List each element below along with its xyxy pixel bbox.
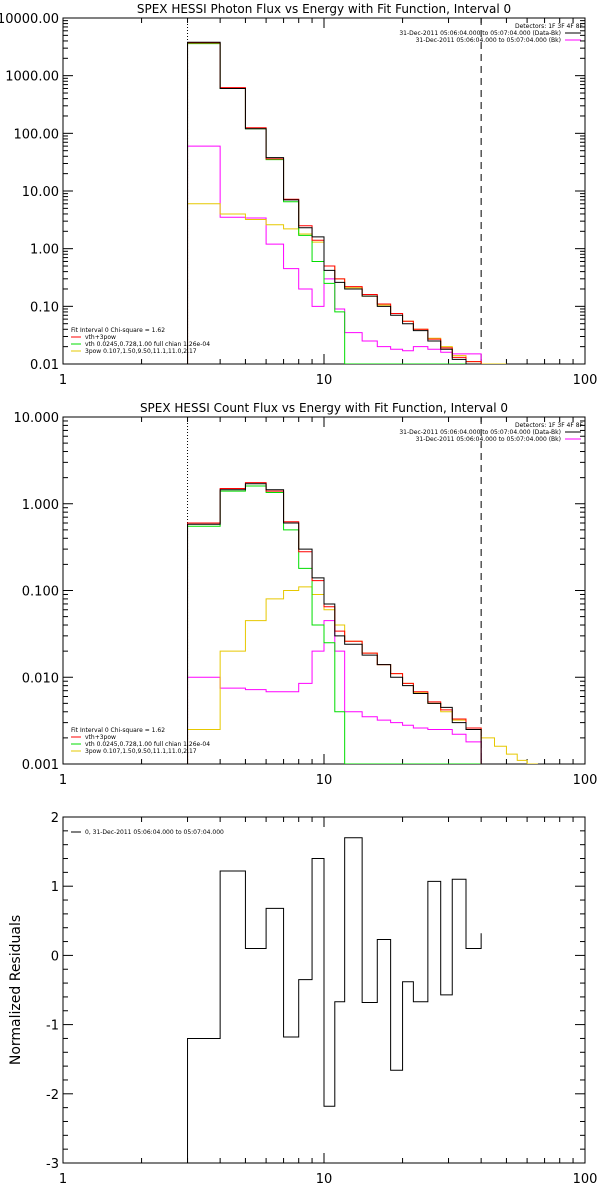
y-axis-ticks [63, 816, 585, 1164]
legend-entry: vth+3pow [85, 734, 116, 741]
y-tick-label: 100.00 [14, 127, 60, 142]
legend-legend_top_left: 0, 31-Dec-2011 05:06:04.000 to 05:07:04.… [71, 829, 224, 836]
x-tick-label: 100 [573, 1172, 598, 1187]
series-powerlaw [187, 586, 538, 764]
y-tick-label: 0.100 [22, 585, 59, 600]
chart-panel-1: SPEX HESSI Count Flux vs Energy with Fit… [14, 401, 598, 788]
chart-panel-2: 1 10 100 -3 -2 -1 0 1 2 Normalized Residuals 0, 31… [8, 811, 597, 1187]
chart-panel-0: SPEX HESSI Photon Flux vs Energy with Fi… [0, 2, 597, 388]
series-group [187, 837, 482, 1163]
series-residuals [187, 837, 482, 1163]
series-powerlaw [187, 203, 507, 364]
legend-entry: Detectors: 1F 3F 4F 8F [515, 23, 584, 30]
legend-entry: vth 0.0245,0.728,1.00 full chian 1.26e-0… [85, 741, 210, 748]
y-tick-label: 2 [51, 811, 59, 826]
series-thermal [187, 43, 482, 364]
series-data [187, 483, 482, 764]
legend-entry: 31-Dec-2011 05:06:04.000 to 05:07:04.000… [416, 436, 561, 443]
y-tick-label: 0.010 [22, 671, 59, 686]
y-tick-label: 1.000 [22, 498, 59, 513]
y-axis-label: Normalized Residuals [8, 915, 24, 1065]
y-tick-label: 10.00 [22, 185, 59, 200]
chart-title: SPEX HESSI Count Flux vs Energy with Fit… [140, 401, 508, 415]
legend-legend_bottom_left: Fit Interval 0 Chi-square = 1.62vth+3pow… [71, 727, 210, 755]
legend-entry: Detectors: 1F 3F 4F 8F [515, 422, 584, 429]
legend-entry: 3pow 0.107,1.50,9.50,11.1,11.0,2.17 [85, 748, 197, 755]
legend-entry: 0, 31-Dec-2011 05:06:04.000 to 05:07:04.… [85, 829, 224, 836]
legend-entry: 31-Dec-2011 05:06:04.000 to 05:07:04.000… [399, 429, 561, 436]
series-background [187, 620, 482, 764]
x-tick-label: 100 [573, 773, 598, 788]
x-axis-ticks [62, 18, 574, 364]
legend-entry: Fit Interval 0 Chi-square = 1.62 [71, 727, 165, 734]
x-tick-label: 1 [59, 1172, 67, 1187]
x-tick-label: 1 [59, 773, 67, 788]
y-axis-ticks [63, 416, 585, 765]
legend-entry: vth+3pow [85, 334, 116, 341]
series-data [187, 41, 482, 364]
x-tick-label: 1 [59, 373, 67, 388]
y-tick-label: -2 [46, 1088, 59, 1103]
series-total [187, 42, 482, 364]
y-tick-label: 0.10 [30, 300, 59, 315]
y-axis-ticks [63, 17, 585, 365]
series-group [187, 482, 538, 764]
y-tick-label: -1 [46, 1019, 59, 1034]
y-tick-label: 0.001 [22, 758, 59, 773]
legend-entry: Fit Interval 0 Chi-square = 1.62 [71, 327, 165, 334]
legend-entry: 31-Dec-2011 05:06:04.000 to 05:07:04.000… [399, 30, 561, 37]
y-tick-label: 0.01 [30, 358, 59, 373]
y-tick-label: 1 [51, 880, 59, 895]
plot-frame [62, 17, 586, 365]
y-tick-label: 1.00 [30, 243, 59, 258]
y-tick-label: 1000.00 [5, 70, 59, 85]
y-tick-label: 10000.00 [0, 12, 59, 27]
y-tick-label: 10.000 [14, 411, 60, 426]
series-group [187, 41, 507, 364]
x-axis-ticks [62, 817, 574, 1163]
y-tick-label: 0 [51, 949, 59, 964]
legend-entry: 3pow 0.107,1.50,9.50,11.1,11.0,2.17 [85, 348, 197, 355]
series-background [187, 145, 482, 364]
x-tick-label: 100 [573, 373, 598, 388]
y-tick-label: -3 [46, 1157, 59, 1172]
x-tick-label: 10 [316, 373, 333, 388]
legend-entry: 31-Dec-2011 05:06:04.000 to 05:07:04.000… [416, 37, 561, 44]
legend-entry: vth 0.0245,0.728,1.00 full chian 1.26e-0… [85, 341, 210, 348]
x-axis-ticks [62, 417, 574, 764]
chart-title: SPEX HESSI Photon Flux vs Energy with Fi… [137, 2, 511, 16]
x-tick-label: 10 [316, 773, 333, 788]
x-tick-label: 10 [316, 1172, 333, 1187]
legend-legend_bottom_left: Fit Interval 0 Chi-square = 1.62vth+3pow… [71, 327, 210, 355]
